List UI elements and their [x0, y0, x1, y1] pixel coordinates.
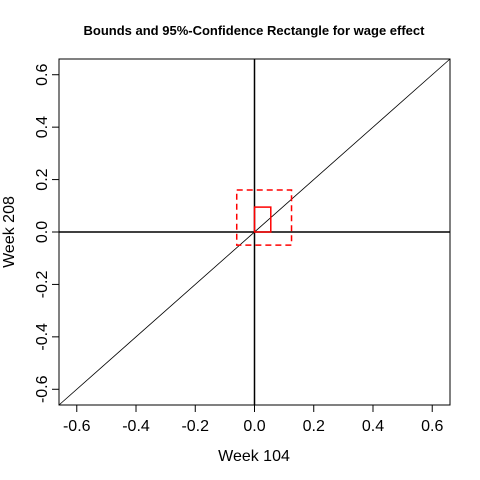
y-tick-label: 0.2	[34, 168, 51, 190]
x-tick-label: 0.0	[243, 418, 265, 435]
x-tick-label: 0.6	[421, 418, 443, 435]
bounds-rectangle	[253, 206, 272, 233]
chart-title: Bounds and 95%-Confidence Rectangle for …	[84, 23, 426, 38]
y-tick-label: -0.6	[34, 375, 51, 403]
x-tick-label: -0.4	[122, 418, 150, 435]
y-tick-label: 0.6	[34, 64, 51, 86]
x-axis-label: Week 104	[218, 448, 290, 465]
y-axis: -0.6 -0.4 -0.2 0.0 0.2 0.4 0.6	[34, 64, 59, 403]
x-tick-label: 0.4	[362, 418, 384, 435]
plot-content	[58, 58, 451, 406]
y-tick-label: -0.4	[34, 323, 51, 351]
x-tick-label: -0.2	[181, 418, 209, 435]
y-tick-label: 0.4	[34, 116, 51, 138]
x-tick-label: 0.2	[303, 418, 325, 435]
y-tick-label: 0.0	[34, 221, 51, 243]
y-axis-label: Week 208	[1, 196, 18, 268]
y-tick-label: -0.2	[34, 271, 51, 299]
confidence-rectangle	[235, 189, 293, 246]
x-tick-label: -0.6	[63, 418, 91, 435]
x-axis: -0.6 -0.4 -0.2 0.0 0.2 0.4 0.6	[63, 405, 443, 435]
